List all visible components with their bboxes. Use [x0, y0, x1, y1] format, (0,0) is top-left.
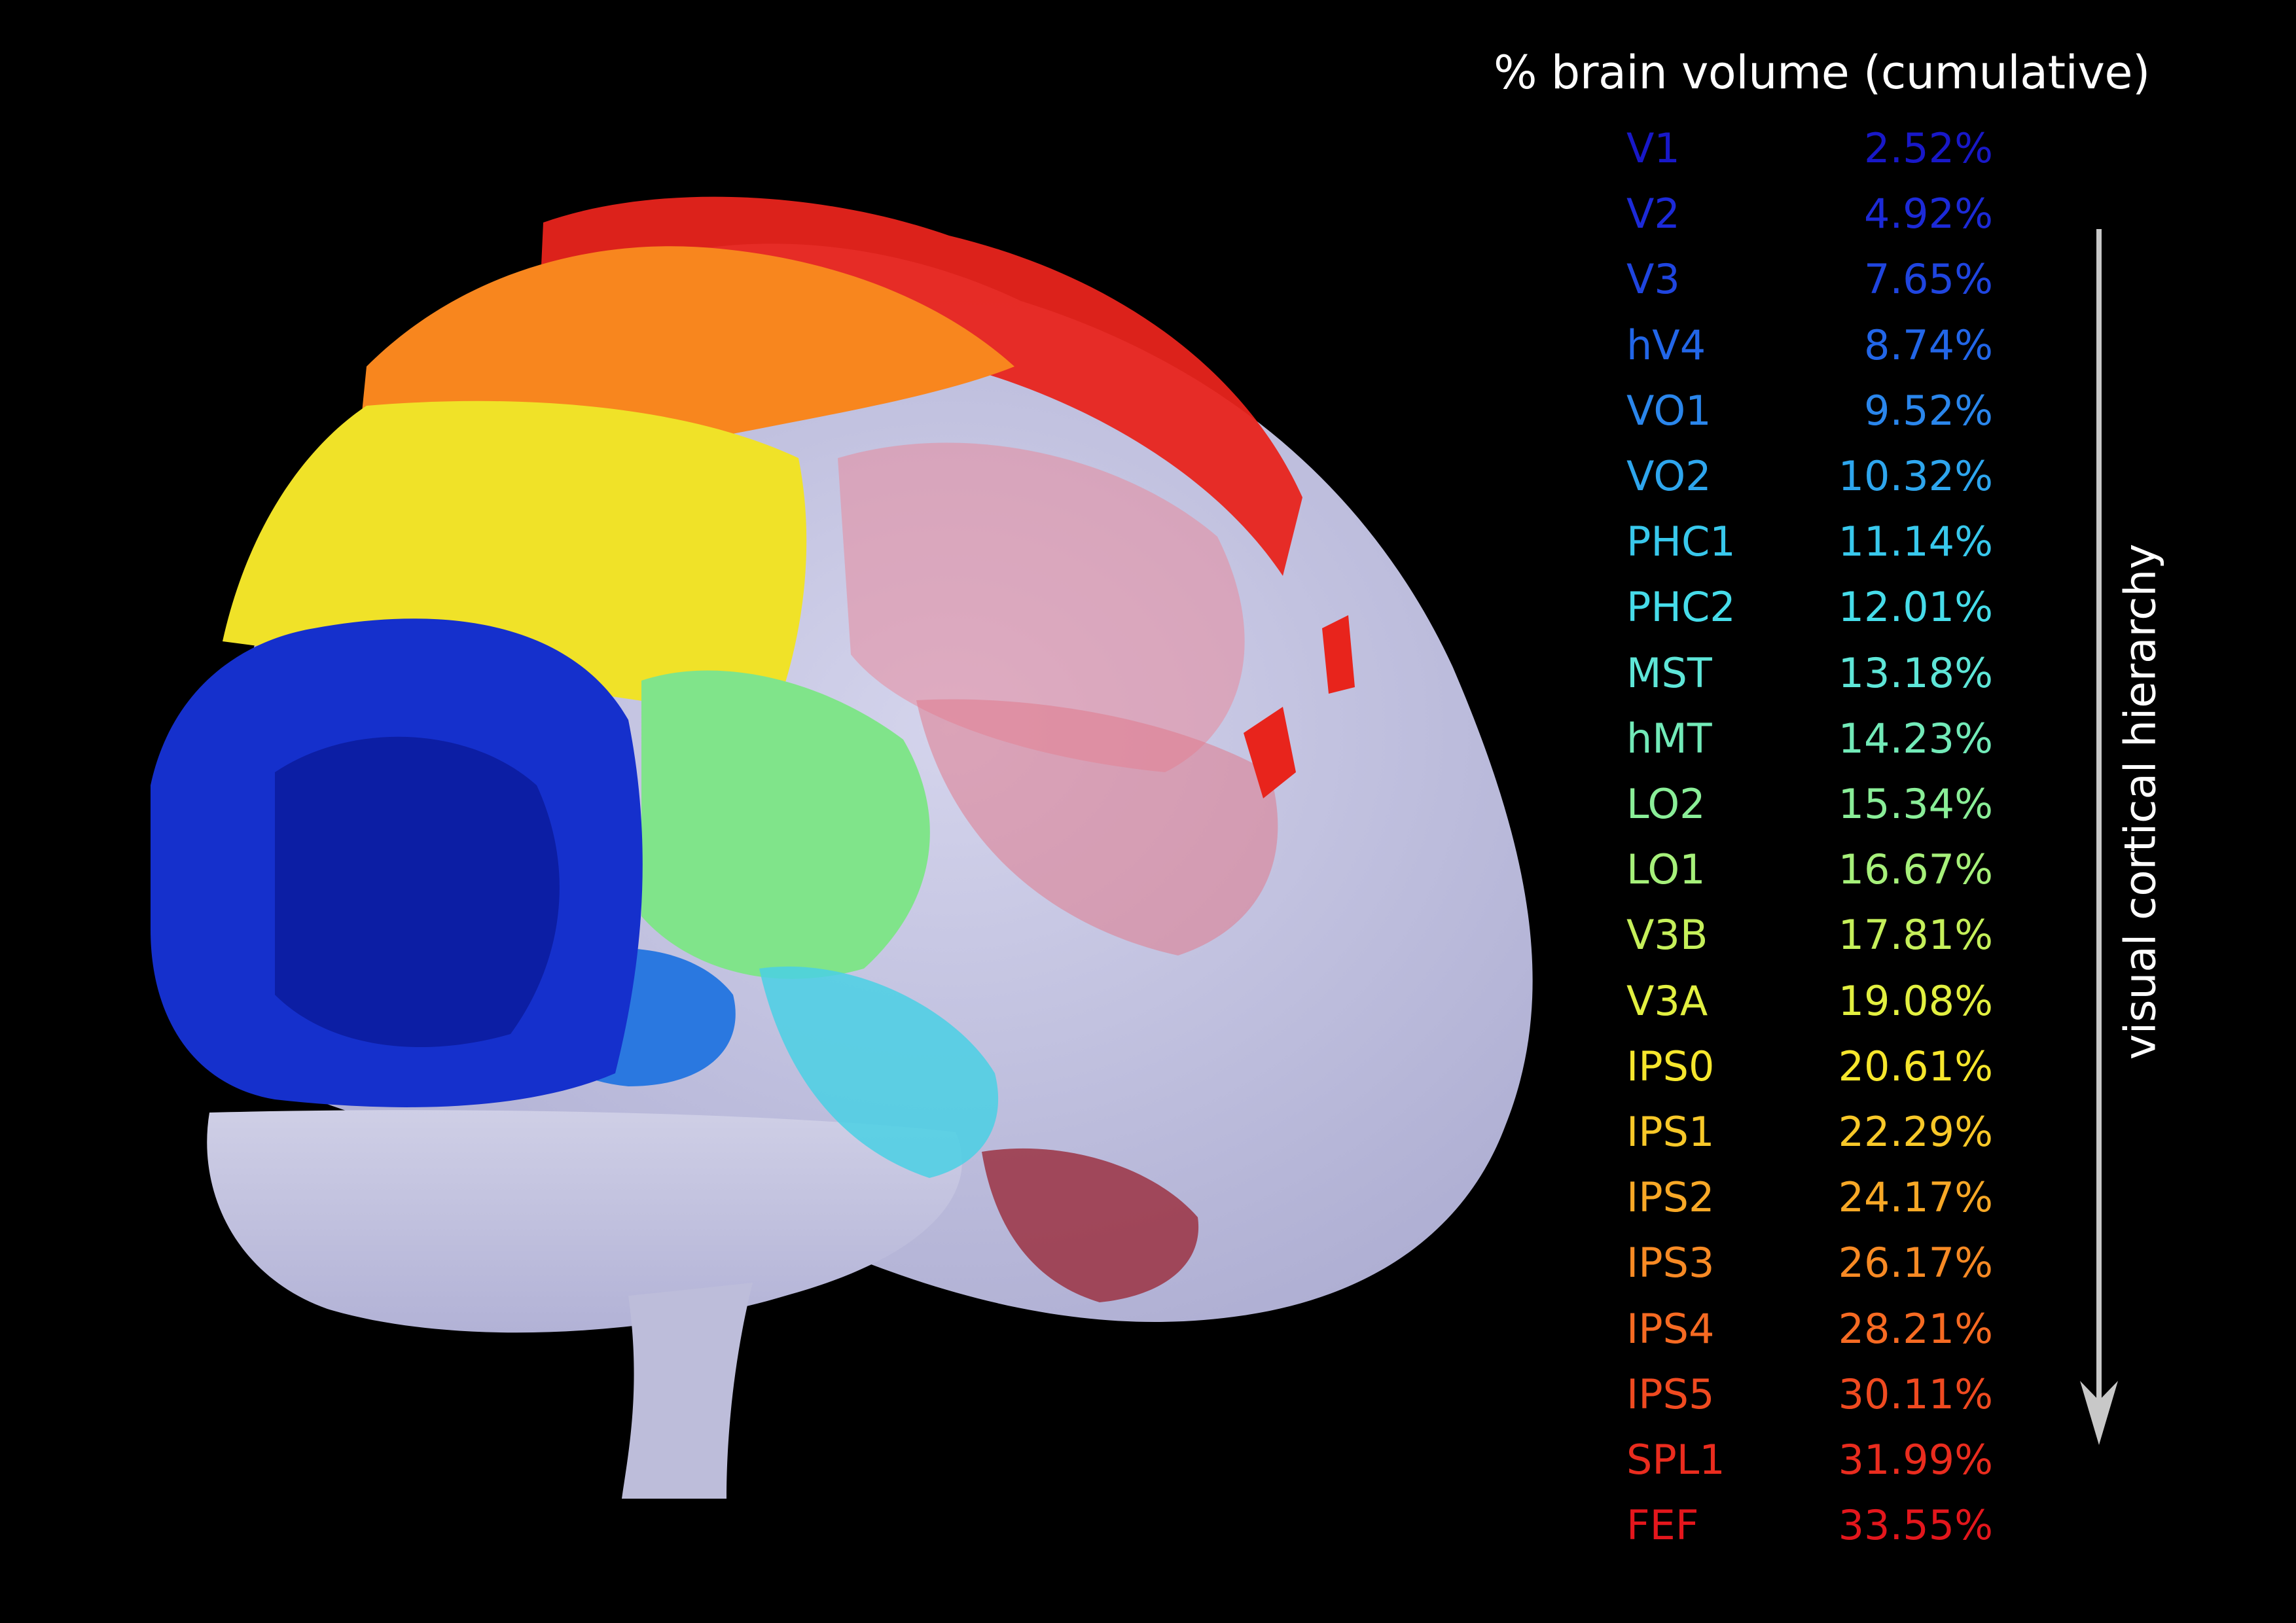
region-name: LO1: [1626, 846, 1706, 894]
region-name: V3B: [1626, 911, 1708, 959]
dark-red-area: [982, 1148, 1199, 1302]
region-percent: 13.18%: [1838, 649, 1993, 697]
region-name: V3A: [1626, 976, 1708, 1025]
legend-row: SPL1 31.99%: [1626, 1436, 1993, 1501]
region-percent: 2.52%: [1864, 124, 1993, 172]
brainstem: [622, 1283, 753, 1499]
region-name: IPS5: [1626, 1370, 1715, 1418]
cyan-area: [759, 966, 999, 1178]
region-name: MST: [1626, 649, 1712, 697]
legend-row: VO2 10.32%: [1626, 452, 1993, 518]
legend-row: IPS0 20.61%: [1626, 1043, 1993, 1108]
legend-row: PHC2 12.01%: [1626, 583, 1993, 649]
legend-row: PHC1 11.14%: [1626, 518, 1993, 583]
region-name: hMT: [1626, 714, 1712, 762]
dark-blue-core: [275, 736, 560, 1047]
region-percent: 17.81%: [1838, 911, 1993, 959]
legend-row: IPS3 26.17%: [1626, 1239, 1993, 1304]
region-name: LO2: [1626, 780, 1706, 828]
red-spot-2: [1322, 615, 1355, 694]
region-percent: 26.17%: [1838, 1239, 1993, 1287]
pink-area-2: [916, 699, 1278, 955]
pink-area-1: [838, 442, 1245, 772]
region-percent: 15.34%: [1838, 780, 1993, 828]
region-name: IPS1: [1626, 1108, 1715, 1156]
region-name: V1: [1626, 124, 1680, 172]
region-percent: 30.11%: [1838, 1370, 1993, 1418]
region-percent: 31.99%: [1838, 1436, 1993, 1484]
region-percent: 20.61%: [1838, 1042, 1993, 1090]
legend-row: hV4 8.74%: [1626, 321, 1993, 387]
region-percent: 10.32%: [1838, 452, 1993, 500]
region-percent: 4.92%: [1864, 190, 1993, 238]
hierarchy-arrow: [2080, 229, 2118, 1445]
legend-row: LO2 15.34%: [1626, 780, 1993, 846]
legend-row: LO1 16.67%: [1626, 846, 1993, 911]
legend-row: MST 13.18%: [1626, 649, 1993, 715]
region-percent: 12.01%: [1838, 583, 1993, 632]
region-percent: 14.23%: [1838, 714, 1993, 762]
region-name: VO2: [1626, 452, 1712, 500]
legend-row: V3B 17.81%: [1626, 911, 1993, 976]
hierarchy-label: visual cortical hierarchy: [2115, 543, 2166, 1060]
legend-row: IPS2 24.17%: [1626, 1173, 1993, 1239]
region-percent: 24.17%: [1838, 1173, 1993, 1222]
legend-row: FEF 33.55%: [1626, 1501, 1993, 1567]
region-name: IPS0: [1626, 1042, 1715, 1090]
region-percent: 16.67%: [1838, 846, 1993, 894]
legend-row: IPS4 28.21%: [1626, 1305, 1993, 1370]
region-percent: 9.52%: [1864, 386, 1993, 435]
region-percent: 8.74%: [1864, 321, 1993, 369]
legend-row: VO1 9.52%: [1626, 387, 1993, 452]
legend-row: IPS5 30.11%: [1626, 1370, 1993, 1436]
region-name: IPS3: [1626, 1239, 1715, 1287]
region-name: PHC2: [1626, 583, 1736, 632]
region-percent: 28.21%: [1838, 1304, 1993, 1353]
region-name: FEF: [1626, 1501, 1699, 1550]
region-name: V2: [1626, 190, 1680, 238]
region-name: VO1: [1626, 386, 1712, 435]
region-name: PHC1: [1626, 518, 1736, 566]
red-spot-1: [1244, 707, 1296, 798]
cerebellum: [207, 1110, 962, 1333]
legend-row: V1 2.52%: [1626, 124, 1993, 190]
region-name: V3: [1626, 255, 1680, 304]
region-percent: 19.08%: [1838, 976, 1993, 1025]
legend-row: hMT 14.23%: [1626, 715, 1993, 780]
region-percent: 22.29%: [1838, 1108, 1993, 1156]
region-name: hV4: [1626, 321, 1706, 369]
legend-row: V3 7.65%: [1626, 255, 1993, 321]
legend-row: IPS1 22.29%: [1626, 1108, 1993, 1173]
region-percent: 11.14%: [1838, 518, 1993, 566]
legend-row: V3A 19.08%: [1626, 977, 1993, 1043]
region-name: IPS4: [1626, 1304, 1715, 1353]
legend-row: V2 4.92%: [1626, 190, 1993, 255]
region-name: SPL1: [1626, 1436, 1725, 1484]
region-percent: 7.65%: [1864, 255, 1993, 304]
region-percent: 33.55%: [1838, 1501, 1993, 1550]
legend-title: % brain volume (cumulative): [1494, 46, 2150, 99]
visual-areas-overlay: [151, 196, 1355, 1302]
region-name: IPS2: [1626, 1173, 1715, 1222]
green-area: [641, 670, 930, 979]
